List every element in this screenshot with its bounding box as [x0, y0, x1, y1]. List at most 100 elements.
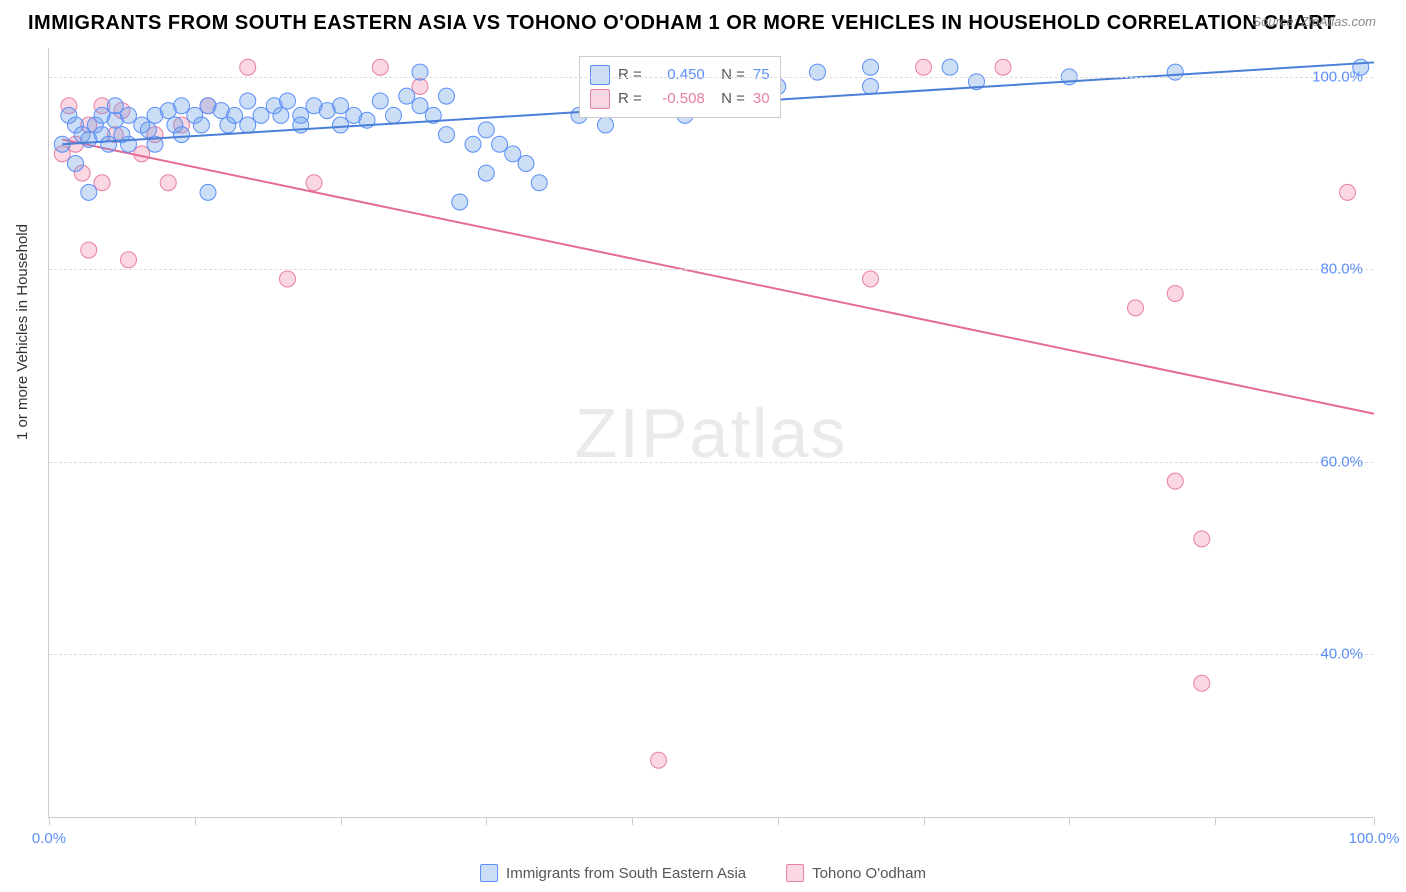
scatter-point[interactable] [478, 165, 494, 181]
scatter-point[interactable] [995, 59, 1011, 75]
scatter-point[interactable] [863, 271, 879, 287]
x-tick [924, 817, 925, 825]
x-tick [1215, 817, 1216, 825]
gridline-h [49, 269, 1373, 270]
stats-row-pink: R = -0.508 N = 30 [590, 87, 770, 111]
y-axis-label: 1 or more Vehicles in Household [14, 224, 31, 440]
stats-n-label-2: N = [713, 87, 745, 111]
x-tick [486, 817, 487, 825]
x-tick [632, 817, 633, 825]
scatter-point[interactable] [1128, 300, 1144, 316]
scatter-point[interactable] [439, 88, 455, 104]
scatter-point[interactable] [412, 98, 428, 114]
scatter-point[interactable] [121, 107, 137, 123]
scatter-point[interactable] [280, 271, 296, 287]
y-tick-label: 100.0% [1312, 68, 1363, 85]
x-tick [1374, 817, 1375, 825]
scatter-point[interactable] [531, 175, 547, 191]
stats-n-label: N = [713, 63, 745, 87]
stats-swatch-blue [590, 65, 610, 85]
scatter-point[interactable] [94, 175, 110, 191]
scatter-point[interactable] [863, 79, 879, 95]
gridline-h [49, 77, 1373, 78]
scatter-point[interactable] [1194, 531, 1210, 547]
scatter-point[interactable] [333, 98, 349, 114]
scatter-point[interactable] [863, 59, 879, 75]
scatter-point[interactable] [1167, 285, 1183, 301]
scatter-point[interactable] [280, 93, 296, 109]
scatter-point[interactable] [121, 136, 137, 152]
scatter-point[interactable] [174, 127, 190, 143]
scatter-point[interactable] [505, 146, 521, 162]
legend-label-blue: Immigrants from South Eastern Asia [506, 865, 746, 882]
gridline-h [49, 462, 1373, 463]
scatter-point[interactable] [1340, 184, 1356, 200]
x-tick-label: 100.0% [1349, 830, 1400, 847]
scatter-point[interactable] [333, 117, 349, 133]
scatter-point[interactable] [598, 117, 614, 133]
scatter-point[interactable] [478, 122, 494, 138]
scatter-point[interactable] [465, 136, 481, 152]
scatter-point[interactable] [916, 59, 932, 75]
stats-r-label-2: R = [618, 87, 642, 111]
scatter-point[interactable] [412, 79, 428, 95]
scatter-point[interactable] [1167, 473, 1183, 489]
scatter-point[interactable] [200, 184, 216, 200]
stats-pink-r: -0.508 [650, 87, 705, 111]
scatter-point[interactable] [306, 175, 322, 191]
scatter-point[interactable] [452, 194, 468, 210]
scatter-point[interactable] [240, 93, 256, 109]
plot-svg [49, 48, 1373, 817]
scatter-point[interactable] [121, 252, 137, 268]
trend-line [62, 139, 1374, 413]
x-tick [341, 817, 342, 825]
x-tick [778, 817, 779, 825]
x-tick-label: 0.0% [32, 830, 66, 847]
legend-swatch-blue [480, 864, 498, 882]
scatter-point[interactable] [386, 107, 402, 123]
chart-title: IMMIGRANTS FROM SOUTH EASTERN ASIA VS TO… [28, 12, 1336, 35]
stats-box: R = 0.450 N = 75 R = -0.508 N = 30 [579, 56, 781, 118]
scatter-point[interactable] [253, 107, 269, 123]
scatter-point[interactable] [107, 98, 123, 114]
legend-item-pink[interactable]: Tohono O'odham [786, 864, 926, 882]
scatter-point[interactable] [372, 59, 388, 75]
y-tick-label: 60.0% [1320, 453, 1363, 470]
source-attribution[interactable]: Source: ZipAtlas.com [1252, 14, 1376, 29]
x-tick [195, 817, 196, 825]
scatter-point[interactable] [372, 93, 388, 109]
stats-blue-n: 75 [753, 63, 770, 87]
scatter-point[interactable] [227, 107, 243, 123]
scatter-point[interactable] [439, 127, 455, 143]
gridline-h [49, 654, 1373, 655]
legend-item-blue[interactable]: Immigrants from South Eastern Asia [480, 864, 746, 882]
scatter-point[interactable] [518, 156, 534, 172]
stats-pink-n: 30 [753, 87, 770, 111]
stats-row-blue: R = 0.450 N = 75 [590, 63, 770, 87]
y-tick-label: 80.0% [1320, 261, 1363, 278]
scatter-point[interactable] [101, 136, 117, 152]
x-tick [49, 817, 50, 825]
scatter-point[interactable] [174, 98, 190, 114]
scatter-point[interactable] [81, 184, 97, 200]
scatter-point[interactable] [140, 122, 156, 138]
scatter-point[interactable] [651, 752, 667, 768]
y-tick-label: 40.0% [1320, 646, 1363, 663]
scatter-point[interactable] [273, 107, 289, 123]
scatter-point[interactable] [240, 117, 256, 133]
scatter-point[interactable] [942, 59, 958, 75]
plot-area: ZIPatlas R = 0.450 N = 75 R = -0.508 N =… [48, 48, 1373, 818]
stats-r-label: R = [618, 63, 642, 87]
scatter-point[interactable] [193, 117, 209, 133]
scatter-point[interactable] [492, 136, 508, 152]
legend-swatch-pink [786, 864, 804, 882]
scatter-point[interactable] [68, 156, 84, 172]
scatter-point[interactable] [240, 59, 256, 75]
scatter-point[interactable] [1194, 675, 1210, 691]
scatter-point[interactable] [399, 88, 415, 104]
scatter-point[interactable] [160, 175, 176, 191]
stats-swatch-pink [590, 89, 610, 109]
scatter-point[interactable] [81, 242, 97, 258]
x-tick [1069, 817, 1070, 825]
legend-label-pink: Tohono O'odham [812, 865, 926, 882]
